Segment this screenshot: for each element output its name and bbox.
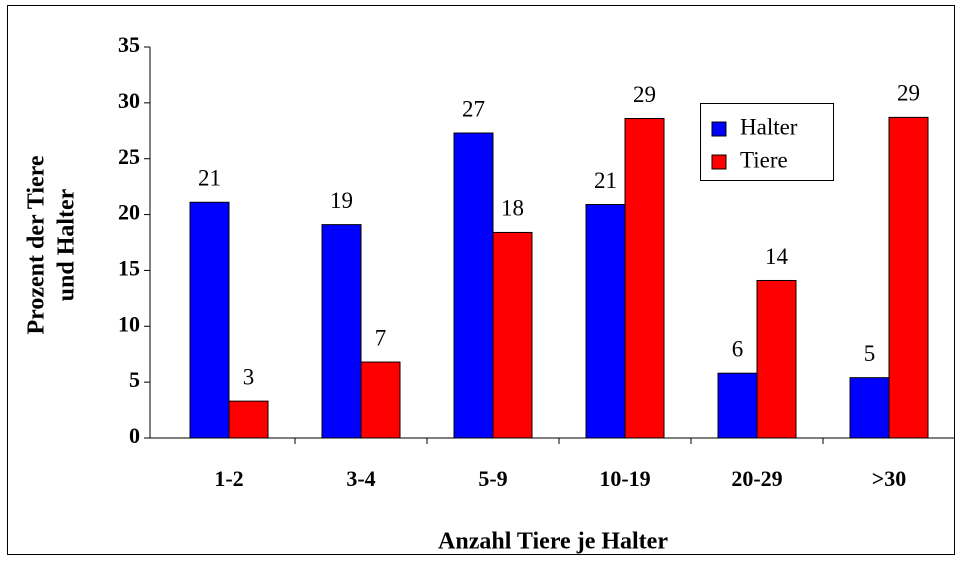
- data-label: 29: [897, 81, 920, 106]
- bar: [756, 279, 797, 439]
- bar: [888, 116, 929, 439]
- data-label: 19: [330, 188, 353, 213]
- bar: [189, 201, 230, 439]
- data-label: 21: [198, 166, 221, 191]
- x-tick-label: 20-29: [731, 466, 782, 491]
- data-label: 7: [375, 325, 387, 350]
- bar: [849, 377, 890, 439]
- bar: [492, 231, 533, 439]
- legend-label: Tiere: [740, 147, 788, 172]
- x-tick-label: 10-19: [599, 466, 650, 491]
- bar: [360, 361, 401, 439]
- x-tick-label: 5-9: [478, 466, 507, 491]
- data-label: 5: [864, 341, 876, 366]
- x-tick-label: 1-2: [214, 466, 243, 491]
- data-label: 18: [501, 196, 524, 221]
- y-axis-title-line: und Halter: [54, 188, 80, 301]
- y-axis-title-line: Prozent der Tiere: [24, 155, 50, 334]
- bar: [228, 400, 269, 439]
- y-tick-label: 25: [118, 144, 140, 169]
- data-label: 6: [732, 336, 744, 361]
- bar: [717, 372, 758, 439]
- legend-swatch: [711, 154, 727, 170]
- bar: [453, 132, 494, 439]
- y-tick-label: 5: [129, 367, 140, 392]
- x-axis-title: Anzahl Tiere je Halter: [438, 529, 668, 555]
- data-label: 21: [594, 168, 617, 193]
- legend-swatch: [711, 121, 727, 137]
- data-label: 29: [633, 82, 656, 107]
- bar: [321, 224, 362, 439]
- y-tick-label: 20: [118, 200, 140, 225]
- x-tick-label: >30: [872, 466, 907, 491]
- y-axis-title: Prozent der Tiere und Halter: [24, 155, 80, 334]
- y-tick-label: 35: [118, 32, 140, 57]
- data-label: 27: [462, 96, 485, 121]
- bar: [624, 117, 665, 439]
- data-label: 14: [765, 244, 789, 269]
- data-label: 3: [243, 364, 255, 389]
- x-tick-label: 3-4: [346, 466, 375, 491]
- y-tick-label: 0: [129, 423, 140, 448]
- y-tick-label: 10: [118, 311, 140, 336]
- y-tick-label: 15: [118, 255, 140, 280]
- y-tick-label: 30: [118, 88, 140, 113]
- legend-label: Halter: [740, 114, 798, 139]
- bar: [585, 204, 626, 439]
